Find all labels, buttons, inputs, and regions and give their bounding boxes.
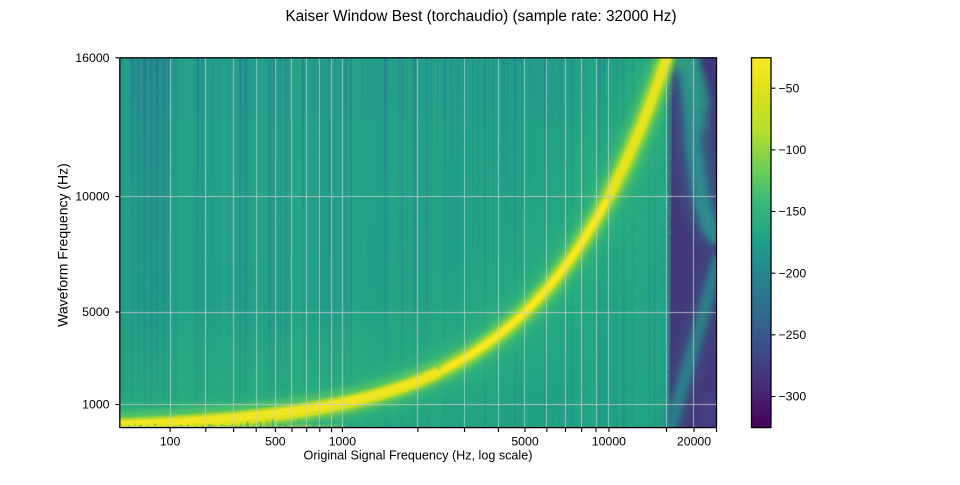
- svg-text:5000: 5000: [511, 435, 539, 449]
- svg-text:Original Signal Frequency (Hz,: Original Signal Frequency (Hz, log scale…: [304, 449, 533, 463]
- svg-text:10000: 10000: [75, 190, 109, 204]
- svg-text:1000: 1000: [329, 435, 357, 449]
- svg-text:16000: 16000: [75, 51, 109, 65]
- svg-text:−150: −150: [779, 205, 807, 219]
- svg-text:−50: −50: [779, 81, 800, 95]
- svg-text:500: 500: [265, 435, 286, 449]
- svg-text:Kaiser Window Best (torchaudio: Kaiser Window Best (torchaudio) (sample …: [285, 8, 676, 25]
- svg-text:−300: −300: [779, 390, 807, 404]
- svg-text:−100: −100: [779, 143, 807, 157]
- svg-text:20000: 20000: [677, 435, 711, 449]
- svg-text:100: 100: [160, 435, 181, 449]
- svg-text:−250: −250: [779, 328, 807, 342]
- svg-text:Waveform Frequency (Hz): Waveform Frequency (Hz): [55, 163, 71, 327]
- svg-text:10000: 10000: [592, 435, 626, 449]
- svg-text:−200: −200: [779, 266, 807, 280]
- svg-text:5000: 5000: [82, 305, 110, 319]
- svg-text:1000: 1000: [82, 398, 110, 412]
